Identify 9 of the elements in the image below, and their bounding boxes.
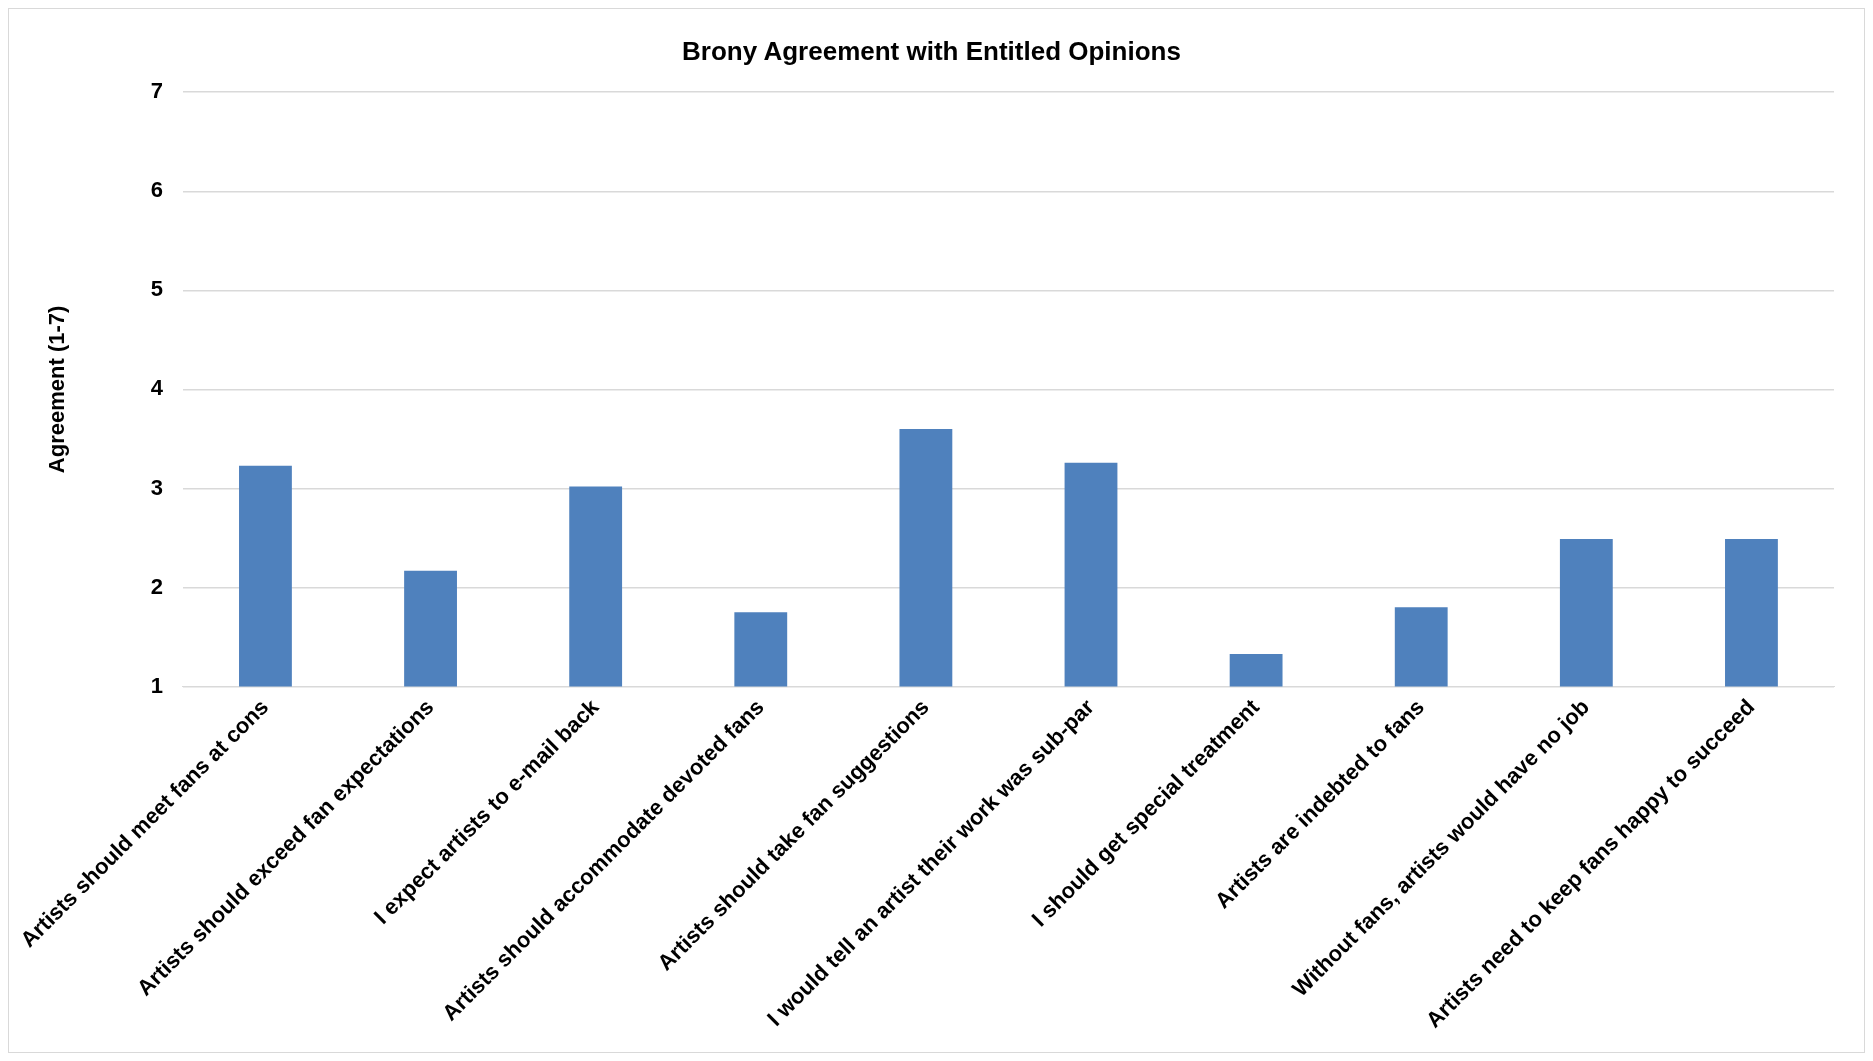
- y-tick-label: 1: [150, 672, 163, 698]
- y-tick-label: 6: [150, 177, 163, 203]
- y-tick-label: 4: [150, 375, 164, 401]
- y-tick-label: 3: [150, 474, 163, 500]
- y-tick-label: 5: [150, 276, 163, 302]
- y-tick-label: 7: [150, 78, 163, 104]
- y-axis-title: Agreement (1-7): [43, 305, 69, 474]
- chart-title: Brony Agreement with Entitled Opinions: [682, 35, 1181, 66]
- y-tick-label: 2: [150, 573, 163, 599]
